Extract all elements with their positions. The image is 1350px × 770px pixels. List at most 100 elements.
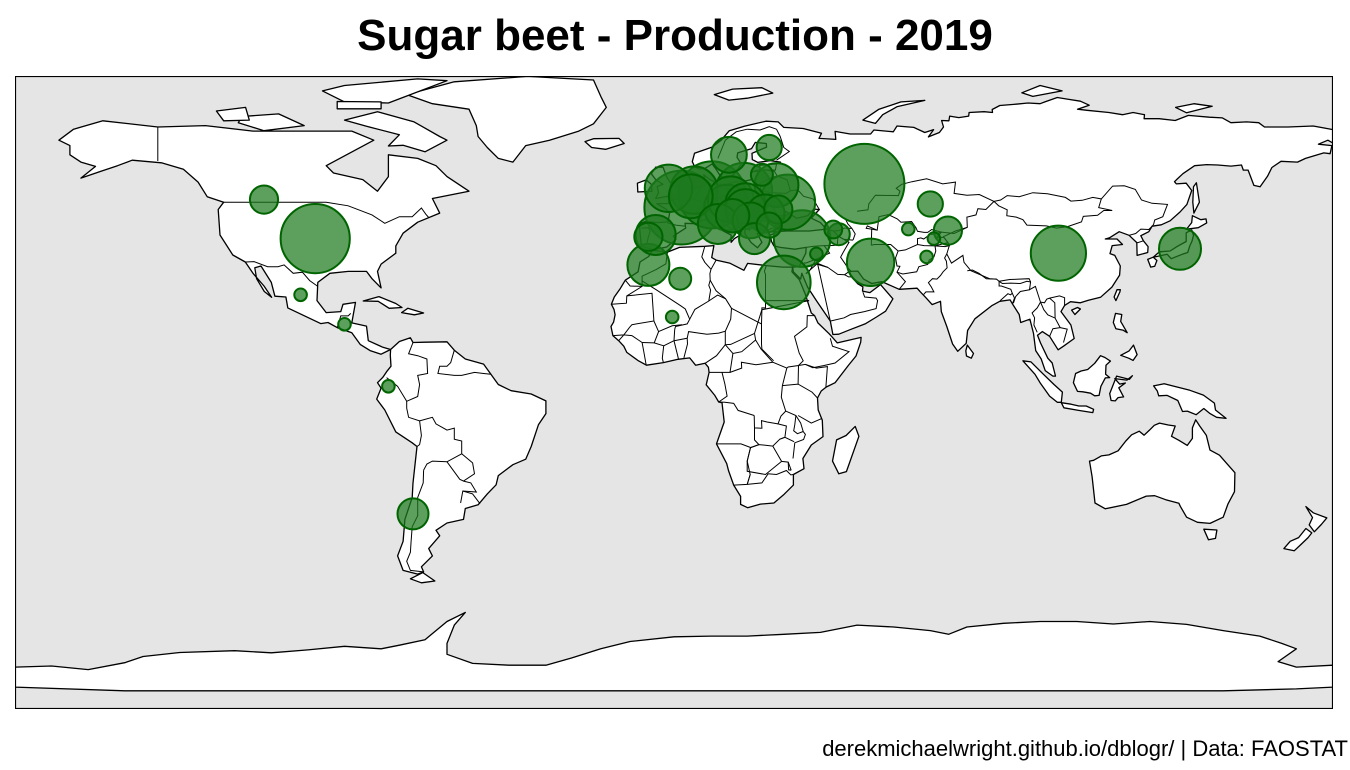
landmass-tierra-del-fuego — [409, 571, 436, 584]
production-bubble — [756, 254, 812, 311]
country-border — [1049, 297, 1056, 319]
production-bubble — [901, 221, 916, 237]
landmass-madagascar — [831, 425, 860, 475]
country-border — [724, 339, 756, 355]
landmass-sakhalin — [1192, 182, 1201, 214]
country-border — [787, 462, 792, 471]
landmass-severnaya-zemlya — [1021, 84, 1063, 98]
country-border — [830, 292, 879, 322]
production-bubble — [919, 249, 934, 265]
country-border — [419, 416, 463, 471]
landmass-banks-island — [215, 106, 250, 122]
country-border — [673, 340, 679, 359]
production-bubble — [1029, 224, 1088, 282]
world-map — [15, 76, 1333, 709]
country-border — [1128, 225, 1153, 236]
production-bubble — [396, 497, 430, 531]
country-border — [998, 281, 1013, 301]
landmass-victoria-island — [237, 113, 305, 132]
country-border — [1031, 301, 1041, 333]
source-caption: derekmichaelwright.github.io/dblogr/ | D… — [822, 736, 1348, 761]
country-border — [437, 350, 491, 376]
country-border — [618, 334, 647, 366]
country-border — [805, 338, 851, 369]
country-border — [779, 436, 795, 443]
landmass-iceland — [584, 137, 625, 150]
landmass-tasmania — [1203, 528, 1218, 541]
production-bubble — [381, 379, 396, 394]
country-border — [993, 185, 1169, 227]
landmass-greenland — [406, 76, 607, 163]
country-border — [844, 274, 852, 278]
production-bubbles — [248, 133, 1202, 531]
country-border — [704, 344, 726, 364]
country-border — [460, 480, 478, 504]
country-border — [747, 469, 794, 485]
country-border — [673, 337, 689, 359]
landmass-australia — [1088, 419, 1236, 525]
country-border — [746, 461, 782, 476]
landmass-sulawesi — [1109, 375, 1134, 402]
country-border — [658, 324, 683, 333]
landmass-japan-hokkaido — [1185, 215, 1208, 230]
country-border — [718, 372, 728, 403]
production-bubble — [248, 184, 280, 215]
production-bubble — [668, 266, 693, 291]
country-border — [746, 474, 751, 485]
landmass-baffin — [343, 111, 448, 153]
country-border — [894, 250, 907, 290]
country-border — [701, 246, 712, 270]
country-border — [896, 245, 937, 275]
landmass-svalbard — [713, 87, 774, 101]
country-border — [611, 279, 691, 330]
country-border — [772, 445, 792, 471]
landmass-hainan — [1070, 306, 1082, 316]
country-border — [851, 228, 856, 241]
country-border — [782, 383, 818, 399]
production-bubble — [916, 190, 944, 218]
landmass-new-siberian — [1174, 103, 1213, 114]
country-border — [406, 470, 425, 573]
production-bubble — [337, 317, 352, 332]
landmass-taiwan — [1113, 289, 1121, 302]
landmass-japan-kyushu — [1147, 256, 1158, 268]
country-border — [786, 315, 815, 369]
country-border — [967, 269, 997, 280]
chart-title: Sugar beet - Production - 2019 — [357, 11, 993, 60]
production-bubble — [926, 231, 942, 246]
country-border — [1011, 293, 1016, 305]
country-border — [817, 263, 831, 322]
landmass-mindanao — [1120, 344, 1138, 362]
country-border — [761, 323, 774, 362]
landmass-devon-island — [336, 100, 382, 110]
country-border — [718, 401, 755, 416]
country-border — [753, 309, 787, 369]
country-border — [462, 490, 481, 505]
production-bubble — [293, 287, 308, 303]
country-border — [709, 279, 726, 300]
production-bubble — [1158, 226, 1202, 271]
landmass-sri-lanka — [965, 344, 975, 359]
country-border — [998, 280, 1031, 285]
country-border — [386, 342, 429, 402]
production-bubble — [714, 198, 751, 234]
production-bubble — [279, 203, 351, 275]
map-border — [15, 76, 1333, 709]
country-border — [223, 201, 430, 224]
production-bubble — [749, 162, 774, 187]
country-border — [785, 410, 806, 459]
landmass-borneo — [1072, 355, 1112, 397]
country-border — [805, 263, 828, 274]
country-border — [923, 253, 948, 295]
landmass-cuba — [362, 295, 403, 309]
landmass-new-guinea — [1152, 383, 1227, 420]
landmass-luzon — [1112, 312, 1128, 334]
country-border — [624, 279, 643, 287]
country-border — [798, 363, 828, 388]
map-panel — [15, 76, 1333, 709]
production-bubble — [823, 219, 844, 240]
country-border — [716, 443, 752, 449]
country-border — [747, 126, 777, 131]
country-border — [1012, 289, 1030, 304]
